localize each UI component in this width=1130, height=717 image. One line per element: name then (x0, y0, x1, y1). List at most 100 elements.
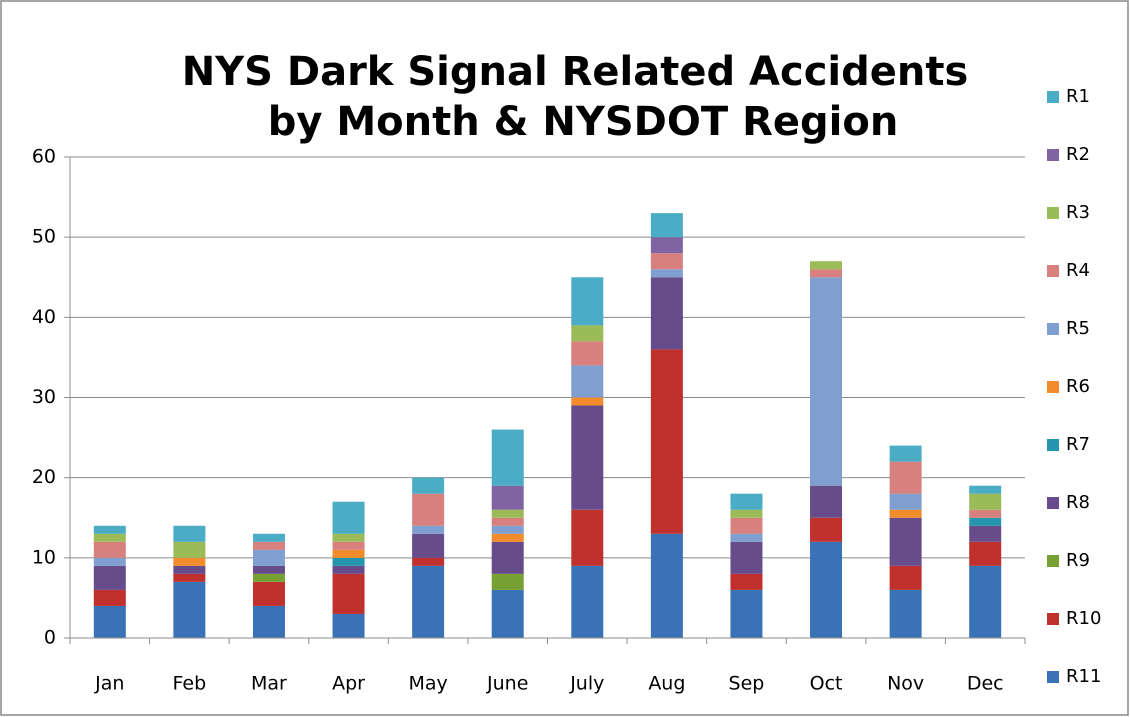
bar-segment (650, 349, 683, 534)
x-tick-label: Feb (173, 673, 207, 695)
legend-swatch (1047, 439, 1059, 451)
bar-segment (332, 501, 365, 534)
x-tick-label: July (569, 673, 604, 695)
bar-segment (730, 509, 763, 518)
x-tick-label: Aug (648, 673, 685, 695)
bar-segment (650, 237, 683, 254)
bar-segment (810, 517, 843, 542)
bar-segment (650, 213, 683, 238)
bar-segment (93, 541, 126, 558)
bar-segment (571, 277, 604, 326)
bar-segment (730, 517, 763, 534)
legend-swatch (1047, 555, 1059, 567)
bar-segment (889, 493, 922, 510)
bar-segment (173, 581, 206, 638)
bar-segment (332, 613, 365, 638)
bar-segment (332, 549, 365, 558)
bar-segment (412, 525, 445, 534)
legend-label: R5 (1066, 318, 1090, 339)
bar-segment (889, 589, 922, 638)
bar-segment (332, 541, 365, 550)
legend-label: R4 (1066, 260, 1090, 281)
bar-segment (93, 589, 126, 606)
x-tick-label: Mar (251, 673, 287, 695)
bar-segment (252, 541, 285, 550)
bar-segment (730, 573, 763, 590)
bar-segment (332, 557, 365, 566)
bar-segment (491, 517, 524, 526)
x-tick-label: Oct (810, 673, 843, 695)
legend-label: R8 (1066, 492, 1090, 513)
bar-segment (252, 573, 285, 582)
x-tick-label: Nov (887, 673, 924, 695)
legend-label: R10 (1066, 608, 1101, 629)
bar-segment (571, 365, 604, 398)
legend-label: R1 (1066, 86, 1090, 107)
bar-segment (491, 429, 524, 486)
bar-segment (730, 589, 763, 638)
bar-segment (93, 557, 126, 566)
bar-segment (969, 565, 1002, 638)
bar-segment (571, 405, 604, 510)
legend-label: R11 (1066, 666, 1101, 687)
bar-segment (650, 269, 683, 278)
bar-segment (491, 509, 524, 518)
legend-label: R2 (1066, 144, 1090, 165)
chart-title: by Month & NYSDOT Region (268, 99, 899, 145)
bar-segment (650, 533, 683, 638)
bar-segment (571, 565, 604, 638)
bar-segment (332, 533, 365, 542)
y-tick-label: 0 (44, 627, 56, 649)
bar-segment (491, 485, 524, 510)
y-tick-label: 20 (32, 466, 56, 488)
bar-segment (969, 493, 1002, 510)
bar-segment (810, 269, 843, 278)
bar-segment (491, 573, 524, 590)
bar-segment (491, 533, 524, 542)
legend-swatch (1047, 207, 1059, 219)
bar-segment (730, 493, 763, 510)
bar-segment (730, 533, 763, 542)
bar-segment (810, 277, 843, 486)
legend-swatch (1047, 149, 1059, 161)
bar-segment (810, 541, 843, 638)
legend-swatch (1047, 381, 1059, 393)
bar-segment (412, 477, 445, 494)
bar-segment (252, 581, 285, 606)
bar-segment (889, 565, 922, 590)
chart-title: NYS Dark Signal Related Accidents (182, 49, 969, 95)
bar-segment (571, 325, 604, 342)
bar-segment (93, 565, 126, 590)
bar-segment (173, 565, 206, 574)
bar-segment (332, 565, 365, 574)
bar-segment (969, 485, 1002, 494)
y-tick-label: 10 (32, 546, 56, 568)
bar-segment (491, 541, 524, 574)
bar-segment (412, 557, 445, 566)
y-tick-label: 30 (32, 386, 56, 408)
bar-segment (650, 253, 683, 270)
bar-segment (969, 541, 1002, 566)
bar-segment (571, 509, 604, 566)
y-tick-label: 50 (32, 226, 56, 248)
legend-swatch (1047, 91, 1059, 103)
bar-segment (571, 341, 604, 366)
x-tick-label: June (486, 673, 528, 695)
bar-segment (173, 557, 206, 566)
bar-segment (252, 565, 285, 574)
legend-label: R7 (1066, 434, 1090, 455)
bar-segment (889, 445, 922, 462)
bar-segment (173, 541, 206, 558)
bar-segment (93, 525, 126, 534)
legend-swatch (1047, 323, 1059, 335)
bar-segment (173, 573, 206, 582)
bar-segment (969, 517, 1002, 526)
x-tick-label: Apr (332, 673, 365, 695)
x-tick-label: Sep (729, 673, 765, 695)
bar-segment (889, 509, 922, 518)
bar-segment (412, 565, 445, 638)
y-tick-label: 40 (32, 306, 56, 328)
bar-segment (650, 277, 683, 350)
bar-segment (412, 533, 445, 558)
